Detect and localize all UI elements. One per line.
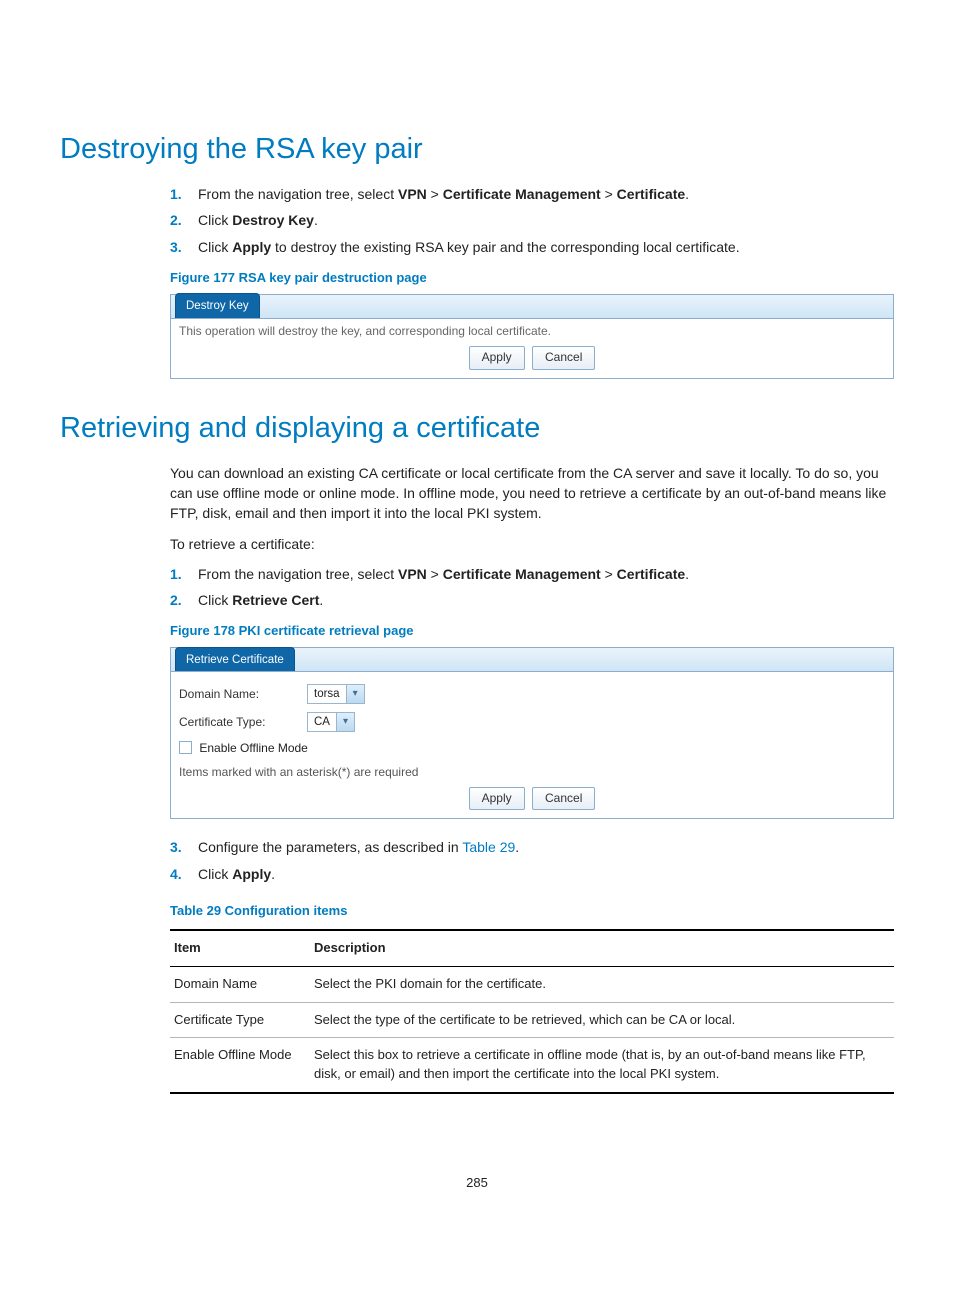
destroy-key-panel: Destroy Key This operation will destroy … [170,294,894,379]
step: 1. From the navigation tree, select VPN … [170,564,894,584]
steps-retrieve-b: 3. Configure the parameters, as describe… [60,837,894,884]
step-number: 3. [170,837,182,857]
chevron-down-icon: ▾ [346,685,364,703]
step-text: From the navigation tree, select [198,186,398,202]
step-number: 1. [170,564,182,584]
cancel-button[interactable]: Cancel [532,346,595,369]
step: 2. Click Retrieve Cert. [170,590,894,610]
table-header-item: Item [170,930,310,966]
page-number: 285 [60,1174,894,1193]
table-cell-desc: Select the PKI domain for the certificat… [310,966,894,1002]
cancel-button[interactable]: Cancel [532,787,595,810]
table-cell-item: Domain Name [170,966,310,1002]
table-row: Domain Name Select the PKI domain for th… [170,966,894,1002]
enable-offline-label: Enable Offline Mode [199,741,308,755]
domain-name-value: torsa [308,686,346,703]
figure-caption: Figure 177 RSA key pair destruction page [170,269,894,288]
table-row: Enable Offline Mode Select this box to r… [170,1038,894,1093]
figure-caption: Figure 178 PKI certificate retrieval pag… [170,622,894,641]
apply-button[interactable]: Apply [469,346,525,369]
step-bold: Certificate [617,186,685,202]
table-cell-item: Enable Offline Mode [170,1038,310,1093]
apply-button[interactable]: Apply [469,787,525,810]
certificate-type-label: Certificate Type: [179,714,289,731]
steps-destroy: 1. From the navigation tree, select VPN … [60,184,894,257]
domain-name-label: Domain Name: [179,686,289,703]
retrieve-cert-panel: Retrieve Certificate Domain Name: torsa … [170,647,894,819]
table-row: Certificate Type Select the type of the … [170,1002,894,1038]
step: 3. Click Apply to destroy the existing R… [170,237,894,257]
table-cell-desc: Select this box to retrieve a certificat… [310,1038,894,1093]
step-number: 2. [170,590,182,610]
step-text: Click [198,212,232,228]
required-note: Items marked with an asterisk(*) are req… [179,764,885,781]
tab-row: Destroy Key [171,295,893,319]
step-text: Click [198,239,232,255]
step: 1. From the navigation tree, select VPN … [170,184,894,204]
config-items-table: Item Description Domain Name Select the … [170,929,894,1094]
step-bold: VPN [398,186,427,202]
table-cell-desc: Select the type of the certificate to be… [310,1002,894,1038]
destroy-warning-text: This operation will destroy the key, and… [179,323,885,340]
table-caption: Table 29 Configuration items [170,902,894,921]
step-number: 3. [170,237,182,257]
step-number: 1. [170,184,182,204]
tab-retrieve-certificate[interactable]: Retrieve Certificate [175,647,295,672]
step-number: 2. [170,210,182,230]
intro-paragraph: You can download an existing CA certific… [170,463,894,524]
table-header-description: Description [310,930,894,966]
step-bold: Certificate Management [443,186,601,202]
step: 3. Configure the parameters, as describe… [170,837,894,857]
intro-lead: To retrieve a certificate: [170,534,894,554]
table-cell-item: Certificate Type [170,1002,310,1038]
section-heading-destroy: Destroying the RSA key pair [60,128,894,170]
step-text: Click [198,592,232,608]
domain-name-select[interactable]: torsa ▾ [307,684,365,704]
step: 4. Click Apply. [170,864,894,884]
section-heading-retrieve: Retrieving and displaying a certificate [60,407,894,449]
steps-retrieve-a: 1. From the navigation tree, select VPN … [60,564,894,611]
step-text: From the navigation tree, select [198,566,398,582]
certificate-type-select[interactable]: CA ▾ [307,712,355,732]
chevron-down-icon: ▾ [336,713,354,731]
step: 2. Click Destroy Key. [170,210,894,230]
step-text: Configure the parameters, as described i… [198,839,462,855]
step-text: Click [198,866,232,882]
enable-offline-checkbox[interactable] [179,741,192,754]
tab-destroy-key[interactable]: Destroy Key [175,293,260,318]
step-number: 4. [170,864,182,884]
tab-row: Retrieve Certificate [171,648,893,672]
step-bold: Destroy Key [232,212,314,228]
table-29-link[interactable]: Table 29 [462,839,515,855]
certificate-type-value: CA [308,714,336,731]
step-bold: Apply [232,239,271,255]
